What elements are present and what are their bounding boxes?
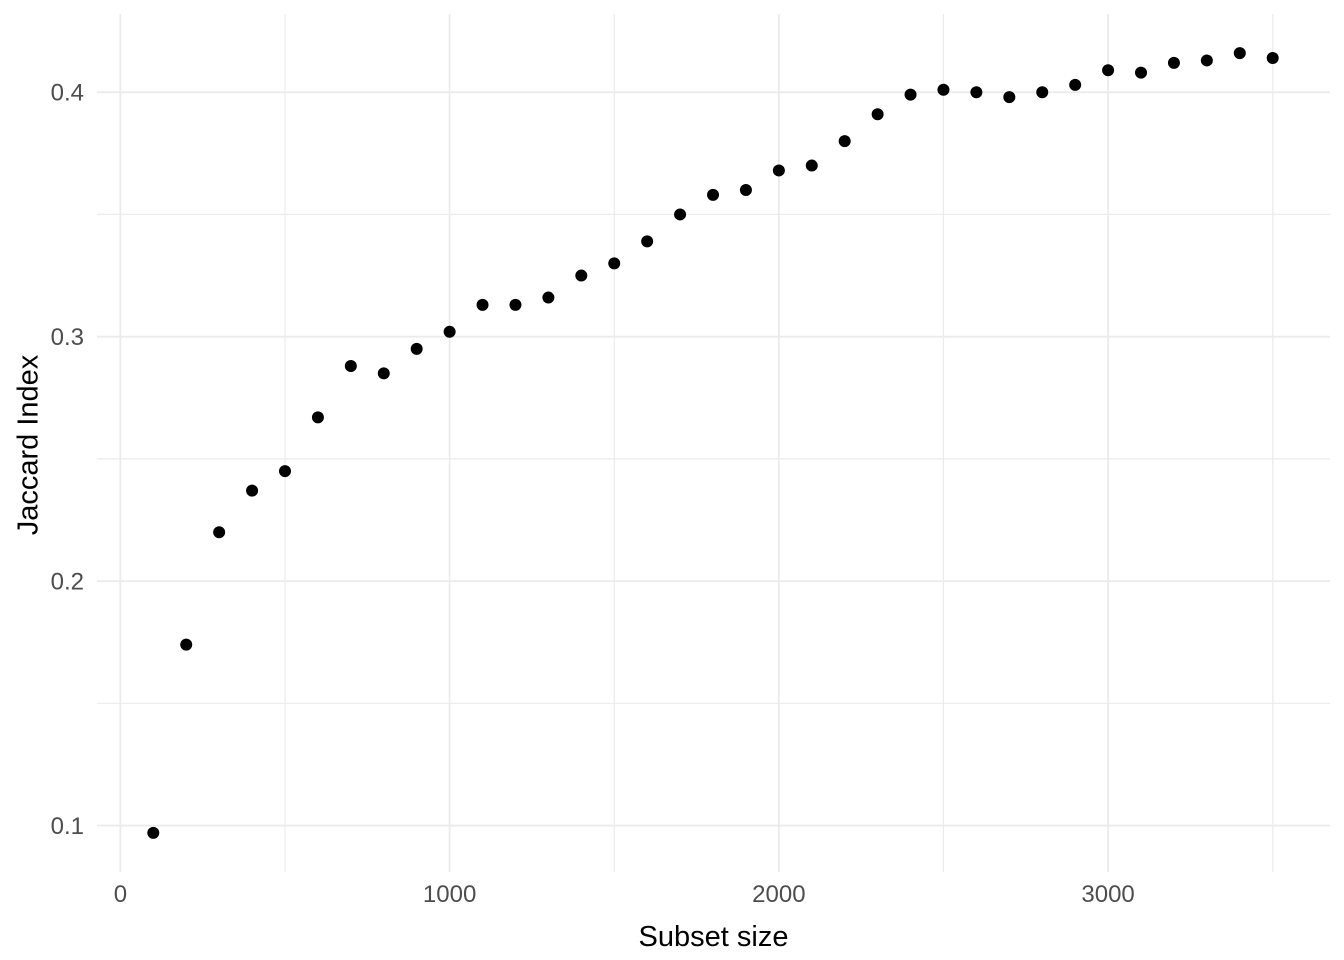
data-point bbox=[575, 269, 588, 282]
data-point bbox=[344, 360, 357, 372]
x-tick-label: 2000 bbox=[752, 881, 805, 908]
data-point bbox=[1135, 66, 1148, 79]
data-point bbox=[838, 135, 851, 148]
data-point bbox=[1200, 54, 1213, 67]
data-point bbox=[542, 291, 555, 304]
data-point bbox=[1102, 64, 1115, 77]
x-axis-title: Subset size bbox=[638, 921, 789, 953]
data-point bbox=[410, 342, 423, 355]
y-tick-label: 0.3 bbox=[51, 324, 84, 351]
data-point bbox=[377, 367, 390, 380]
data-point bbox=[1036, 86, 1049, 99]
data-point bbox=[1266, 52, 1279, 64]
data-point bbox=[147, 826, 160, 839]
data-point bbox=[1003, 91, 1016, 104]
data-point bbox=[871, 108, 884, 121]
data-point bbox=[278, 465, 291, 478]
data-point bbox=[707, 188, 720, 201]
data-point bbox=[904, 88, 917, 101]
data-point bbox=[246, 484, 259, 497]
data-point bbox=[509, 298, 522, 311]
y-tick-label: 0.1 bbox=[51, 813, 84, 840]
data-point bbox=[608, 257, 621, 270]
y-tick-label: 0.4 bbox=[51, 80, 84, 107]
data-point bbox=[180, 638, 193, 651]
data-point bbox=[772, 164, 785, 177]
data-point bbox=[443, 325, 456, 338]
data-point bbox=[805, 159, 818, 172]
data-point bbox=[1167, 56, 1180, 69]
y-axis-title: Jaccard Index bbox=[12, 354, 45, 536]
data-point bbox=[937, 83, 950, 96]
data-point bbox=[1069, 78, 1082, 91]
data-point bbox=[970, 86, 983, 99]
data-point bbox=[476, 298, 489, 311]
data-point bbox=[641, 235, 654, 248]
data-point bbox=[311, 411, 324, 424]
data-point bbox=[213, 526, 226, 539]
data-point bbox=[1233, 47, 1246, 60]
data-point bbox=[674, 208, 687, 221]
data-point bbox=[739, 184, 752, 196]
x-tick-label: 1000 bbox=[423, 881, 476, 908]
x-tick-label: 3000 bbox=[1081, 881, 1134, 908]
x-tick-label: 0 bbox=[114, 881, 127, 908]
y-tick-label: 0.2 bbox=[51, 569, 84, 596]
